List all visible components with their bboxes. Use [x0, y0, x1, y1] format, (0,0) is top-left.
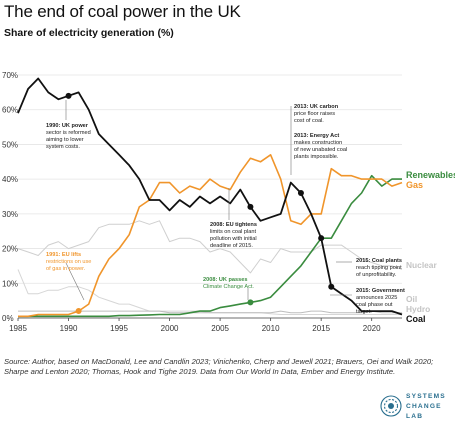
annotation-text: coal phase out — [356, 302, 393, 308]
logo-line-1: SYSTEMS — [406, 393, 446, 400]
series-line-nuclear — [17, 220, 403, 274]
logo-line-3: LAB — [406, 413, 424, 420]
source-note: Source: Author, based on MacDonald, Lee … — [4, 357, 434, 376]
annotation-text: plants impossible. — [294, 154, 339, 160]
y-tick-label: 20% — [2, 245, 18, 254]
annotation-text: 2013: Energy Act — [294, 133, 339, 139]
y-tick-label: 40% — [2, 175, 18, 184]
annotation-text: pollution with initial — [210, 236, 257, 242]
annotation-text: limits on coal plant — [210, 229, 256, 235]
annotation-text: reach tipping point — [356, 265, 402, 271]
annotation-text: 2008: EU tightens — [210, 222, 257, 228]
annotation-text: 1990: UK power — [46, 123, 89, 129]
y-tick-label: 70% — [2, 71, 18, 80]
x-tick-label: 2020 — [363, 324, 381, 333]
annotation-text: target. — [356, 309, 372, 315]
annotation-text: cost of coal. — [294, 118, 324, 124]
annotation-text: Climate Change Act. — [203, 284, 254, 290]
annotation-text: 2013: UK carbon — [294, 104, 339, 110]
event-marker — [318, 235, 325, 242]
series-label-gas: Gas — [406, 180, 423, 190]
annotation-text: of new unabated coal — [294, 147, 347, 153]
annotation-text: of gas in power. — [46, 266, 86, 272]
y-tick-label: 30% — [2, 210, 18, 219]
series-label-nuclear: Nuclear — [406, 260, 437, 270]
y-tick-label: 0% — [2, 314, 14, 323]
series-line-gas — [18, 154, 403, 318]
y-tick-label: 10% — [2, 279, 18, 288]
event-marker — [297, 190, 304, 197]
chart-subtitle: Share of electricity generation (%) — [4, 27, 174, 39]
annotation-text: 2008: UK passes — [203, 277, 247, 283]
event-marker — [247, 203, 254, 210]
event-marker — [75, 308, 82, 315]
x-tick-label: 2005 — [211, 324, 229, 333]
y-tick-label: 60% — [2, 106, 18, 115]
x-tick-label: 1995 — [110, 324, 128, 333]
series-label-hydro: Hydro — [406, 304, 430, 314]
event-marker — [328, 283, 335, 290]
series-label-oil: Oil — [406, 294, 417, 304]
systems-change-lab-logo: SYSTEMS CHANGE LAB — [380, 392, 452, 426]
annotation-text: announces 2025 — [356, 295, 397, 301]
series-label-coal: Coal — [406, 314, 426, 324]
annotation-text: system costs. — [46, 144, 80, 150]
annotation-text: of unprofitability. — [356, 272, 397, 278]
event-marker — [65, 92, 72, 99]
series-line-hydro — [18, 310, 402, 314]
annotation-text: sector is reformed — [46, 130, 91, 136]
annotation-text: price floor raises — [294, 111, 335, 117]
line-chart: 0% 10% 20% 30% 40% 50% 60% 70% 1985 1990 1995 2000 2… — [2, 71, 455, 333]
annotation-leader — [65, 262, 85, 301]
series-line-coal — [17, 77, 403, 316]
logo-line-2: CHANGE — [406, 403, 442, 410]
y-tick-label: 50% — [2, 140, 18, 149]
x-tick-label: 2000 — [161, 324, 179, 333]
series-label-renewables: Renewables — [406, 170, 455, 180]
annotation-text: 2015: Coal plants — [356, 258, 402, 264]
event-marker — [247, 299, 254, 306]
logo-icon — [380, 395, 402, 417]
series-line-renewables — [18, 174, 402, 318]
x-tick-label: 1985 — [9, 324, 27, 333]
x-tick-label: 2015 — [312, 324, 330, 333]
chart-title: The end of coal power in the UK — [4, 2, 241, 21]
x-tick-label: 1990 — [60, 324, 78, 333]
annotation-text: restrictions on use — [46, 259, 91, 265]
annotation-text: makes construction — [294, 140, 342, 146]
annotation-text: deadline of 2015. — [210, 243, 253, 249]
annotation-text: aiming to lower — [46, 137, 84, 143]
annotation-text: 2015: Government — [356, 288, 405, 294]
annotation-text: 1991: EU lifts — [46, 252, 81, 258]
x-tick-label: 2010 — [262, 324, 280, 333]
